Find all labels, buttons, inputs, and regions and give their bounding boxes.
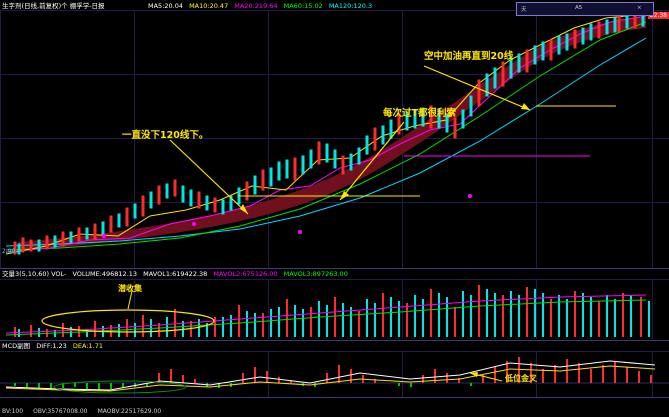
macd-chart-panel[interactable]: [0, 351, 669, 397]
last-price-tag: 22.38: [647, 12, 669, 19]
legend-ma60: MA60:15.02: [283, 2, 323, 10]
legend-ma120: MA120:120.3: [328, 2, 373, 10]
legend-ma20: MA20:219.64: [234, 2, 278, 10]
annotation-accumulate: 潜收集: [118, 284, 142, 293]
macd-legend-title: MCD副图: [2, 342, 31, 350]
annotation-120-line: 一直没下120线下。: [122, 130, 209, 141]
volume-legend-title: 交量3(5,10,60) VOL-: [2, 270, 67, 278]
footer-bv: BV:100: [2, 408, 24, 415]
macd-panel-header: MCD副图 DIFF:1.23 DEA:1.71: [2, 342, 107, 350]
price-label-low: 2.99: [2, 248, 16, 255]
volume-legend-mavol1: MAVOL1:619422.38: [143, 270, 208, 278]
legend-ma10: MA10:20.47: [189, 2, 229, 10]
price-chart-canvas: [5, 11, 647, 255]
right-toolbar[interactable]: 天 A5 ×: [516, 2, 654, 16]
status-bar: BV:100 OBV:35767008.00 MAOBV:22517629.00: [0, 397, 669, 415]
volume-chart-panel[interactable]: [0, 279, 669, 339]
volume-legend-mavol2: MAVOL2:675126.00: [213, 270, 278, 278]
macd-legend-diff: DIFF:1.23: [36, 342, 67, 350]
macd-chart-canvas: [0, 357, 669, 394]
price-panel-header: 生字剂(日线,前复权)个 棚孚学-日报: [2, 2, 109, 10]
price-chart-panel[interactable]: 22.38 2.99: [0, 10, 669, 268]
right-close-icon[interactable]: ×: [637, 5, 642, 11]
annotation-t-profit: 每次过T都很利索: [383, 108, 456, 119]
volume-legend-volume: VOLUME:496812.13: [72, 270, 138, 278]
annotation-low-gold-cross: 低位金叉: [505, 374, 537, 383]
legend-ma5: MA5:20.04: [148, 2, 183, 10]
price-panel-ma-legend: MA5:20.04 MA10:20.47 MA20:219.64 MA60:15…: [148, 2, 376, 10]
footer-obv: OBV:35767008.00: [33, 408, 88, 415]
right-tab-day[interactable]: 天: [521, 7, 527, 13]
annotation-20-line: 空中加油再直到20线: [424, 51, 514, 62]
volume-panel-header: 交量3(5,10,60) VOL- VOLUME:496812.13 MAVOL…: [2, 270, 352, 278]
price-panel-header-title: 生字剂(日线,前复权)个 棚孚学-日报: [2, 2, 105, 10]
right-tab-a5[interactable]: A5: [575, 5, 583, 11]
macd-legend-dea: DEA:1.71: [72, 342, 103, 350]
volume-chart-canvas: [5, 285, 650, 337]
volume-legend-mavol3: MAVOL3:897263.00: [283, 270, 348, 278]
footer-maobv: MAOBV:22517629.00: [97, 408, 162, 415]
